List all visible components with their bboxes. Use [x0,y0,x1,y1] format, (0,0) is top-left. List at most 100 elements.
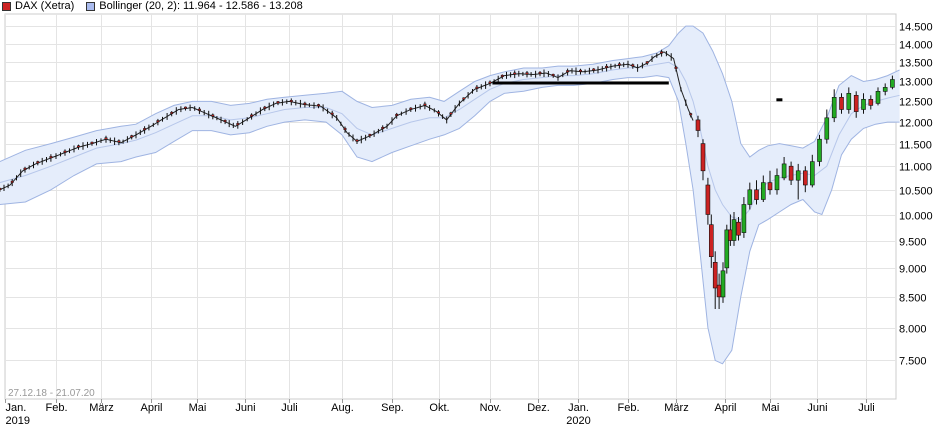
price-body [645,61,649,64]
price-body [197,108,201,111]
price-body [23,167,27,170]
legend-label-bollinger: Bollinger (20, 2): 11.964 - 12.586 - 13.… [99,0,303,12]
x-tick-label: April [714,402,736,414]
price-body [289,100,293,103]
candle-body [741,204,747,233]
price-body [409,107,413,110]
y-tick-label: 14.500 [899,22,933,34]
bollinger-fill [0,26,900,364]
price-body [423,103,427,106]
x-tick-label: Feb. [45,402,67,414]
y-tick-label: 8.000 [899,324,927,336]
x-tick-label: Juni [807,402,827,414]
price-body [184,106,187,109]
price-body [660,51,664,54]
y-tick-label: 9.000 [899,264,927,276]
x-tick-label: Juni [235,402,255,414]
price-body [500,74,504,77]
y-tick-label: 14.000 [899,40,933,52]
y-tick-label: 7.500 [899,356,927,368]
x-tick-label: Jan. [568,402,589,414]
y-tick-label: 8.500 [899,293,927,305]
candle-body [809,161,815,186]
legend-item-main: DAX (Xetra) [2,0,74,12]
legend-swatch-main [2,1,11,11]
price-body [381,126,385,129]
x-tick-label: Aug. [331,402,354,414]
price-body [317,104,320,107]
y-tick-label: 9.500 [899,237,927,249]
candle-body [817,138,822,162]
x-tick-label: Okt. [429,402,449,414]
x-tick-label: Nov. [480,402,502,414]
price-body [513,72,517,75]
price-body [605,65,609,68]
price-series [0,49,694,192]
x-tick-label: Jan. [6,402,27,414]
price-body [303,102,307,105]
candle-body [747,189,753,205]
y-tick-label: 12.500 [899,97,933,109]
price-body [90,141,94,144]
candle-body [716,284,722,298]
price-body [63,150,67,153]
price-body [77,145,80,148]
candle-body [824,117,830,140]
price-body [592,68,596,71]
price-body [104,137,108,140]
y-tick-label: 12.000 [899,118,933,130]
candle-body [774,175,780,191]
x-tick-label: März [89,402,113,414]
price-body [236,123,240,126]
price-body [566,70,570,73]
chart-annotations [492,81,783,102]
y-tick-label: 11.500 [899,140,932,152]
price-body [10,180,14,183]
price-body [117,140,121,143]
candle-body [712,261,718,289]
x-tick-label: April [140,402,162,414]
y-tick-label: 13.000 [899,77,933,89]
candle-body [802,170,808,186]
price-body [631,64,635,67]
candle-body [731,219,737,241]
candle-body [868,99,874,106]
price-body [395,113,399,116]
x-tick-label: Juli [858,402,875,414]
price-body [617,63,621,66]
price-body [449,112,453,115]
x-tick-label: Mai [189,402,207,414]
legend-item-bollinger: Bollinger (20, 2): 11.964 - 12.586 - 13.… [86,0,303,12]
price-body [475,86,479,89]
price-body [0,187,2,190]
legend-label-main: DAX (Xetra) [15,0,75,12]
price-body [156,120,160,123]
price-body [276,101,280,104]
candle-body [700,143,706,172]
legend-swatch-bollinger [86,1,96,11]
price-body [437,111,440,114]
candle-body [861,99,866,110]
price-body [551,73,555,76]
y-tick-label: 13.500 [899,58,933,70]
x-tick-label: Dez. [527,402,550,414]
price-body [368,134,372,137]
x-tick-label: Juli [281,402,298,414]
candle-body [890,79,895,88]
candle-body [736,221,741,236]
candle-body [754,189,759,200]
date-range-label: 27.12.18 - 21.07.20 [8,388,95,399]
y-tick-label: 10.500 [899,186,933,198]
price-body [36,161,40,164]
bollinger-lower [0,75,900,365]
price-body [263,106,267,109]
candle-body [831,97,837,119]
candle-body [705,184,711,215]
price-body [355,139,359,142]
price-body [49,156,53,159]
candle-body [781,163,787,179]
price-body [689,113,693,116]
candle-body [788,165,794,181]
candle-body [724,229,730,269]
